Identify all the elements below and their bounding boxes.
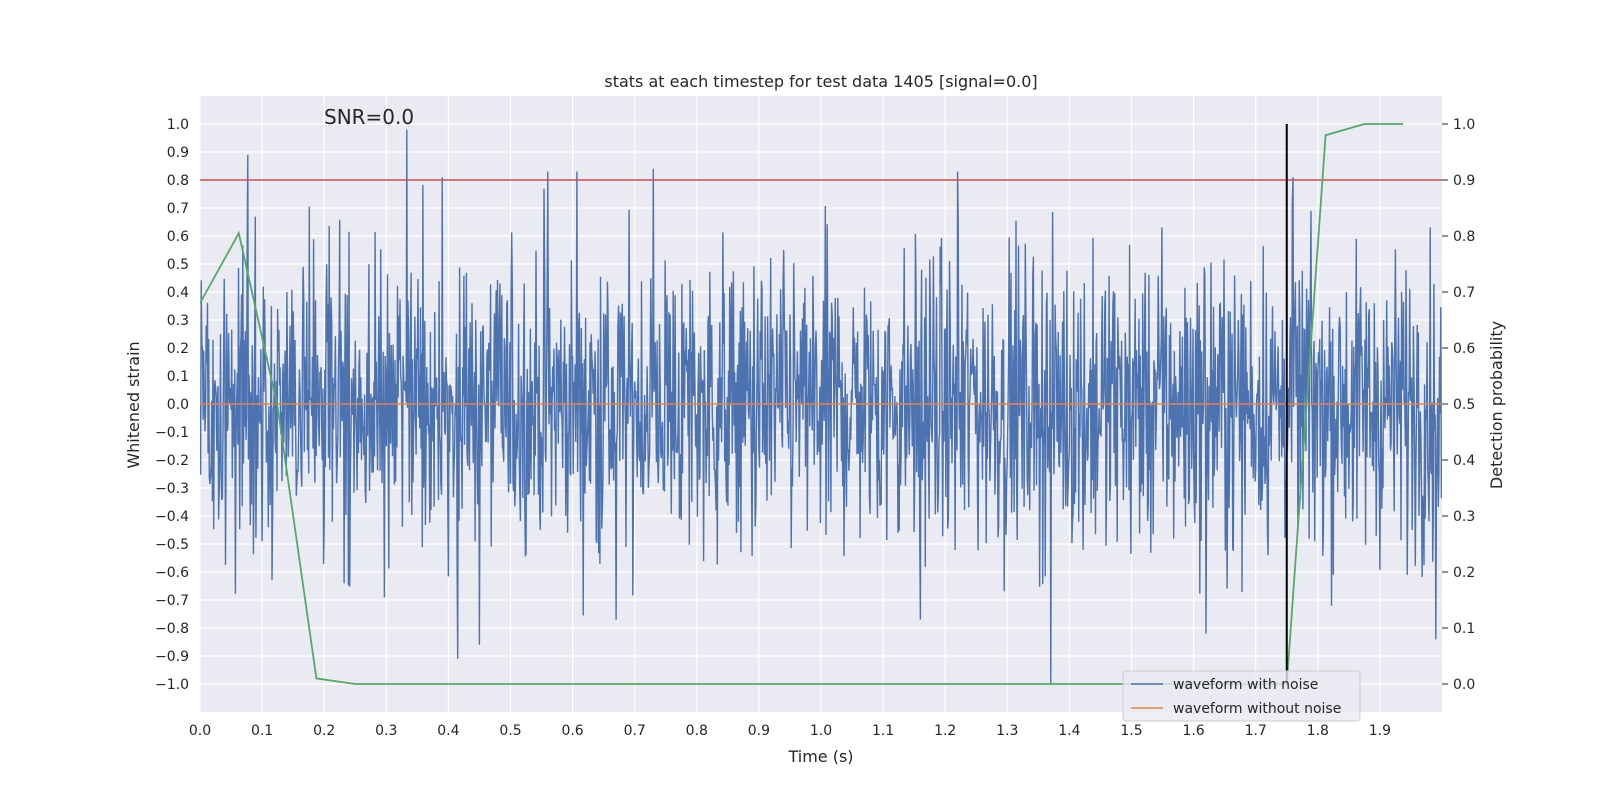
y-tick-label: 0.4 xyxy=(167,285,189,301)
x-tick-label: 1.3 xyxy=(996,723,1018,739)
x-tick-label: 0.8 xyxy=(686,723,708,739)
legend-box xyxy=(1122,670,1361,722)
snr-annotation: SNR=0.0 xyxy=(324,105,414,129)
x-tick-label: 0.5 xyxy=(499,723,521,739)
y-tick-label: 0.1 xyxy=(167,369,189,385)
y-tick-label: 0.9 xyxy=(167,145,189,161)
y-axis-label: Whitened strain xyxy=(124,341,143,468)
y2-tick-label: 0.7 xyxy=(1453,285,1475,301)
x-axis-ticks: 0.0 0.1 0.2 0.3 0.4 0.5 0.6 0.7 0.8 0.9 1.0 1.1 1.2 1… xyxy=(189,723,1391,739)
y2-tick-label: 0.0 xyxy=(1453,677,1475,693)
x-tick-label: 0.1 xyxy=(251,723,273,739)
x-tick-label: 1.8 xyxy=(1307,723,1329,739)
x-tick-label: 0.0 xyxy=(189,723,211,739)
y-tick-label: −0.4 xyxy=(155,509,189,525)
y-tick-label: 0.2 xyxy=(167,341,189,357)
x-tick-label: 1.4 xyxy=(1058,723,1080,739)
y-tick-label: 0.0 xyxy=(167,397,189,413)
x-tick-label: 1.1 xyxy=(872,723,894,739)
y-tick-label: 0.3 xyxy=(167,313,189,329)
y-tick-label: −0.5 xyxy=(155,537,189,553)
y-tick-label: −0.8 xyxy=(155,621,189,637)
y-tick-label: 0.8 xyxy=(167,173,189,189)
y-tick-label: −1.0 xyxy=(155,677,189,693)
x-tick-label: 1.9 xyxy=(1369,723,1391,739)
y-tick-label: −0.9 xyxy=(155,649,189,665)
y2-tick-label: 0.8 xyxy=(1453,229,1475,245)
x-tick-label: 1.2 xyxy=(934,723,956,739)
x-tick-label: 0.6 xyxy=(561,723,583,739)
y-tick-label: −0.6 xyxy=(155,565,189,581)
y2-tick-label: 0.2 xyxy=(1453,565,1475,581)
y-tick-label: −0.1 xyxy=(155,425,189,441)
x-tick-label: 1.6 xyxy=(1182,723,1204,739)
x-tick-label: 0.7 xyxy=(624,723,646,739)
y2-tick-label: 0.9 xyxy=(1453,173,1475,189)
x-tick-label: 1.5 xyxy=(1120,723,1142,739)
y-tick-label: −0.7 xyxy=(155,593,189,609)
y-axis-ticks: 1.0 0.9 0.8 0.7 0.6 0.5 0.4 0.3 0.2 0.1 0.0 −0.1 −0.… xyxy=(155,117,189,693)
y2-tick-label: 0.4 xyxy=(1453,453,1475,469)
x-axis-label: Time (s) xyxy=(787,747,853,766)
legend: waveform with noise waveform without noi… xyxy=(1122,670,1361,722)
y2-tick-label: 0.1 xyxy=(1453,621,1475,637)
y2-tick-label: 0.3 xyxy=(1453,509,1475,525)
y2-tick-label: 0.5 xyxy=(1453,397,1475,413)
y-tick-label: 0.7 xyxy=(167,201,189,217)
x-tick-label: 1.0 xyxy=(810,723,832,739)
y-tick-label: −0.3 xyxy=(155,481,189,497)
series-waveform-with-noise xyxy=(200,129,1442,685)
x-tick-label: 1.7 xyxy=(1245,723,1267,739)
y-tick-label: 1.0 xyxy=(167,117,189,133)
y-tick-label: −0.2 xyxy=(155,453,189,469)
legend-label-noise: waveform with noise xyxy=(1173,677,1318,693)
chart-title: stats at each timestep for test data 140… xyxy=(604,72,1037,91)
x-tick-label: 0.2 xyxy=(313,723,335,739)
y2-tick-label: 1.0 xyxy=(1453,117,1475,133)
y2-axis-label: Detection probability xyxy=(1487,321,1506,489)
y-tick-label: 0.5 xyxy=(167,257,189,273)
x-tick-label: 0.4 xyxy=(437,723,459,739)
y2-axis-ticks: 1.0 0.9 0.8 0.7 0.6 0.5 0.4 0.3 0.2 0.1 0.0 xyxy=(1442,117,1475,693)
x-tick-label: 0.9 xyxy=(748,723,770,739)
y2-tick-label: 0.6 xyxy=(1453,341,1475,357)
x-tick-label: 0.3 xyxy=(375,723,397,739)
legend-label-clean: waveform without noise xyxy=(1173,701,1341,717)
y-tick-label: 0.6 xyxy=(167,229,189,245)
